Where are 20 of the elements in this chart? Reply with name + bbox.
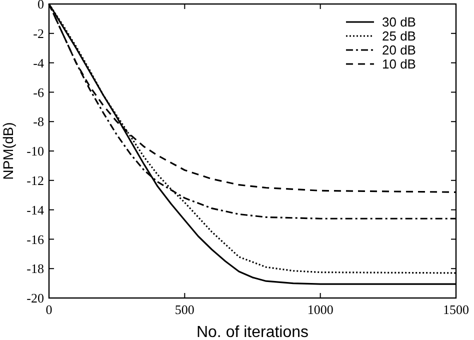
legend-label: 25 dB [382,28,416,44]
y-tick-label: -14 [26,202,44,218]
x-axis-title: No. of iterations [196,324,309,340]
y-tick-label: -8 [33,114,44,130]
y-tick-label: -20 [26,290,44,306]
legend-label: 10 dB [382,56,416,72]
y-tick-label: -12 [26,172,44,188]
y-tick-label: -16 [26,232,44,247]
y-tick-label: 0 [38,0,44,12]
legend-label: 20 dB [382,42,416,58]
y-tick-label: -18 [26,261,44,276]
y-tick-label: -4 [33,55,44,70]
y-tick-label: -10 [26,144,44,159]
legend-label: 30 dB [382,14,416,30]
y-tick-label: -2 [33,26,44,41]
x-tick-label: 1000 [307,302,334,317]
y-tick-label: -6 [33,84,44,100]
y-axis-title: NPM(dB) [0,122,16,180]
x-tick-label: 500 [174,302,194,317]
x-tick-label: 1500 [443,302,469,317]
